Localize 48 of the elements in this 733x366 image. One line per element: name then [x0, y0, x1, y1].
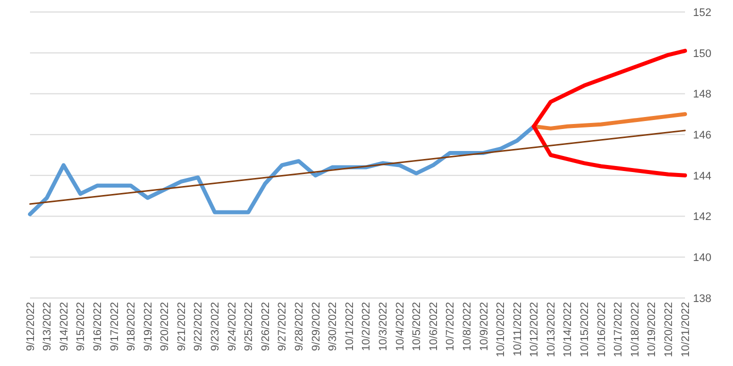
x-tick-label: 10/17/2022	[612, 302, 625, 358]
x-tick-label: 10/16/2022	[596, 302, 608, 358]
x-tick-label: 9/15/2022	[75, 302, 88, 351]
x-tick-label: 10/2/2022	[360, 302, 373, 351]
x-tick-label: 10/3/2022	[378, 302, 390, 351]
x-tick-label: 10/19/2022	[646, 302, 658, 358]
x-tick-label: 9/13/2022	[42, 302, 54, 351]
x-tick-label: 10/15/2022	[579, 302, 592, 358]
y-tick-label: 144	[693, 170, 712, 182]
y-tick-label: 138	[693, 292, 712, 305]
x-tick-label: 10/6/2022	[428, 302, 440, 351]
x-tick-label: 9/19/2022	[142, 302, 154, 351]
x-tick-label: 10/5/2022	[411, 302, 424, 351]
x-tick-label: 9/16/2022	[92, 302, 104, 351]
x-tick-label: 9/30/2022	[327, 302, 340, 351]
x-tick-label: 10/12/2022	[528, 302, 541, 358]
x-tick-label: 10/13/2022	[545, 302, 558, 358]
x-tick-label: 9/20/2022	[159, 302, 172, 351]
x-tick-label: 10/8/2022	[461, 302, 474, 351]
x-tick-label: 9/12/2022	[24, 302, 37, 351]
x-tick-label: 9/28/2022	[294, 302, 306, 351]
y-tick-label: 152	[693, 6, 712, 19]
x-tick-label: 10/10/2022	[495, 302, 508, 358]
x-tick-label: 9/26/2022	[260, 302, 272, 351]
x-tick-label: 9/25/2022	[243, 302, 256, 351]
x-tick-label: 9/29/2022	[310, 302, 322, 351]
y-tick-label: 140	[693, 252, 712, 264]
x-tick-label: 10/18/2022	[629, 302, 642, 358]
x-tick-label: 10/7/2022	[444, 302, 457, 351]
y-tick-label: 142	[693, 211, 712, 224]
y-tick-label: 150	[693, 48, 712, 60]
x-tick-label: 9/21/2022	[176, 302, 188, 351]
y-tick-label: 146	[693, 129, 712, 142]
x-tick-label: 9/17/2022	[108, 302, 121, 351]
x-tick-label: 10/1/2022	[344, 302, 356, 351]
x-tick-label: 9/23/2022	[210, 302, 222, 351]
y-tick-label: 148	[693, 88, 712, 101]
x-tick-label: 10/21/2022	[680, 302, 692, 358]
x-tick-label: 9/24/2022	[226, 302, 238, 351]
x-tick-label: 10/4/2022	[394, 302, 406, 351]
x-tick-label: 10/11/2022	[512, 302, 524, 356]
x-tick-label: 9/18/2022	[126, 302, 138, 351]
x-tick-label: 10/9/2022	[478, 302, 490, 351]
x-tick-label: 10/20/2022	[663, 302, 676, 358]
x-tick-label: 9/14/2022	[58, 302, 70, 351]
x-tick-label: 10/14/2022	[562, 302, 574, 358]
x-tick-label: 9/27/2022	[276, 302, 289, 351]
x-tick-label: 9/22/2022	[192, 302, 205, 351]
